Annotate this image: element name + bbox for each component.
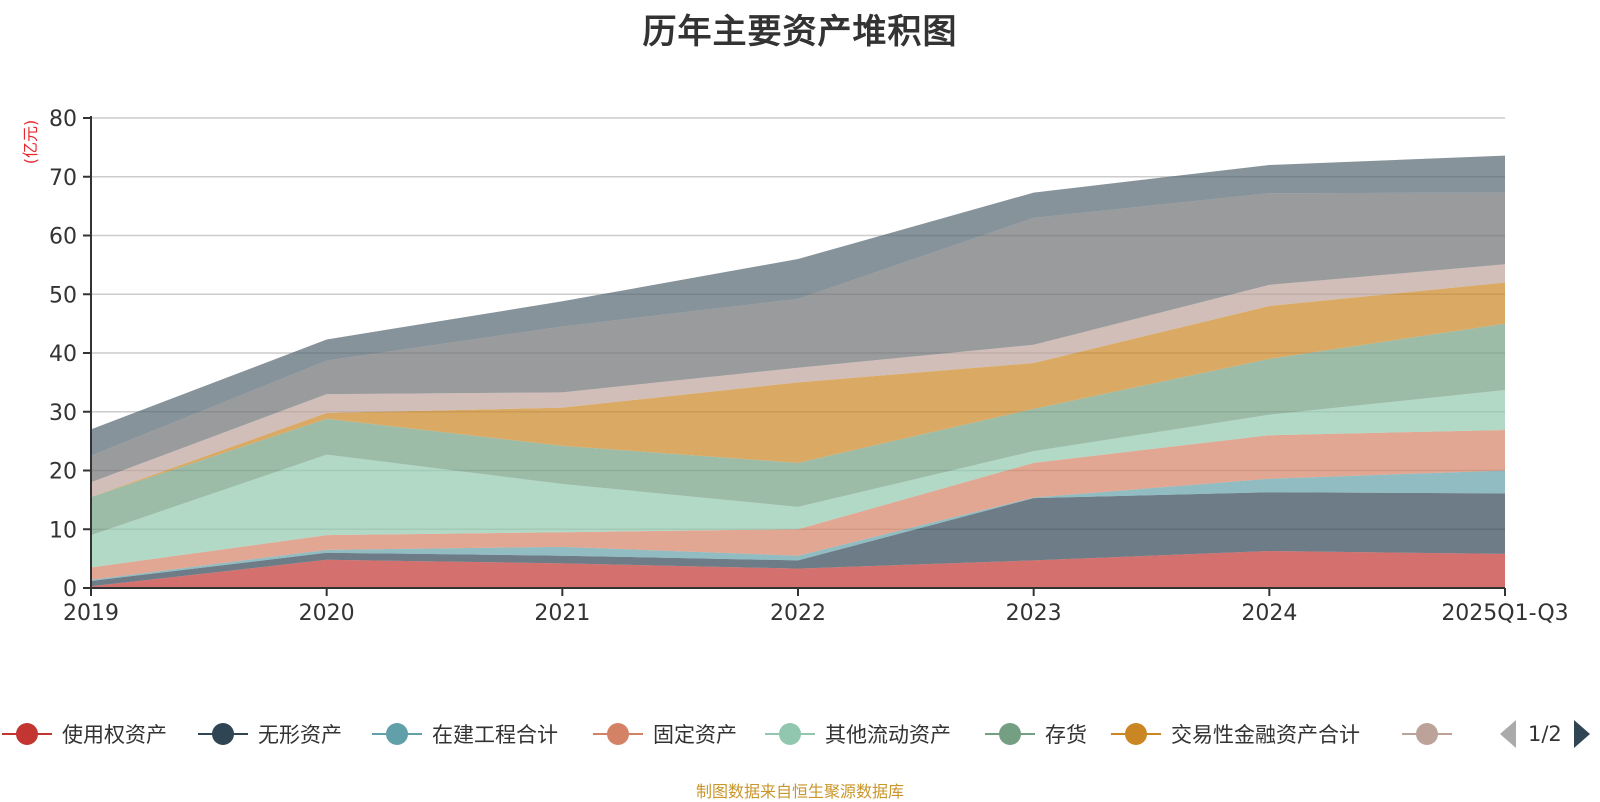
y-axis-unit-label: (亿元) [21, 120, 40, 165]
legend-next-page-icon[interactable] [1573, 720, 1590, 748]
legend-item[interactable]: 其他流动资产 [765, 718, 951, 750]
y-tick-label: 80 [49, 107, 77, 132]
y-tick-label: 40 [49, 342, 77, 367]
x-tick-label: 2024 [1241, 601, 1297, 626]
legend-label: 交易性金融资产合计 [1171, 723, 1360, 747]
legend-marker-icon [1402, 718, 1452, 750]
y-tick-label: 0 [63, 577, 77, 602]
y-tick-label: 60 [49, 225, 77, 250]
axes: 0 10 20 30 40 50 60 70 80 2019 2020 2021 2022 2023 202… [49, 107, 1569, 626]
x-tick-label: 2023 [1006, 601, 1062, 626]
legend-label: 固定资产 [653, 723, 737, 747]
legend-item[interactable]: 固定资产 [593, 718, 737, 750]
area-series-3 [91, 470, 1505, 581]
legend-marker-icon [2, 718, 52, 750]
x-tick-label: 2025Q1-Q3 [1441, 601, 1568, 626]
x-tick-label: 2022 [770, 601, 826, 626]
legend-page-indicator: 1/2 [1528, 722, 1562, 746]
x-tick-label: 2019 [63, 601, 119, 626]
legend-marker-icon [985, 718, 1035, 750]
y-tick-label: 30 [49, 401, 77, 426]
area-series-7 [91, 282, 1505, 497]
legend-label: 存货 [1045, 723, 1087, 747]
legend-item[interactable]: 存货 [985, 718, 1087, 750]
legend-item[interactable]: 在建工程合计 [372, 718, 558, 750]
legend-prev-page-icon[interactable] [1500, 720, 1516, 748]
legend-item[interactable]: 使用权资产 [2, 718, 167, 750]
y-tick-label: 20 [49, 460, 77, 485]
area-series-8 [91, 264, 1505, 497]
area-series-5 [91, 390, 1505, 568]
legend-pager: 1/2 [1500, 718, 1590, 750]
y-tick-label: 50 [49, 283, 77, 308]
area-layers [91, 155, 1505, 588]
legend-item[interactable]: 交易性金融资产合计 [1111, 718, 1360, 750]
legend-label: 使用权资产 [62, 723, 167, 747]
legend-label: 其他流动资产 [825, 723, 951, 747]
y-tick-label: 10 [49, 518, 77, 543]
chart-title: 历年主要资产堆积图 [642, 12, 958, 52]
legend-marker-icon [593, 718, 643, 750]
area-series-2 [91, 492, 1505, 587]
legend-item[interactable] [1402, 718, 1462, 750]
area-series-6 [91, 323, 1505, 536]
legend-label: 在建工程合计 [432, 723, 558, 747]
source-note: 制图数据来自恒生聚源数据库 [695, 782, 904, 801]
legend: 使用权资产 无形资产 在建工程合计 固定资产 其他流动资产 存货 交易性金融资产合计 [0, 718, 1600, 750]
area-series-4 [91, 429, 1505, 580]
legend-marker-icon [198, 718, 248, 750]
area-series-10 [91, 155, 1505, 456]
legend-item[interactable]: 无形资产 [198, 718, 342, 750]
x-tick-label: 2020 [299, 601, 355, 626]
y-tick-label: 70 [49, 166, 77, 191]
legend-label: 无形资产 [258, 723, 342, 747]
legend-marker-icon [1111, 718, 1161, 750]
legend-marker-icon [372, 718, 422, 750]
area-series-9 [91, 192, 1505, 483]
x-tick-label: 2021 [534, 601, 590, 626]
legend-marker-icon [765, 718, 815, 750]
area-series-1 [91, 550, 1505, 588]
